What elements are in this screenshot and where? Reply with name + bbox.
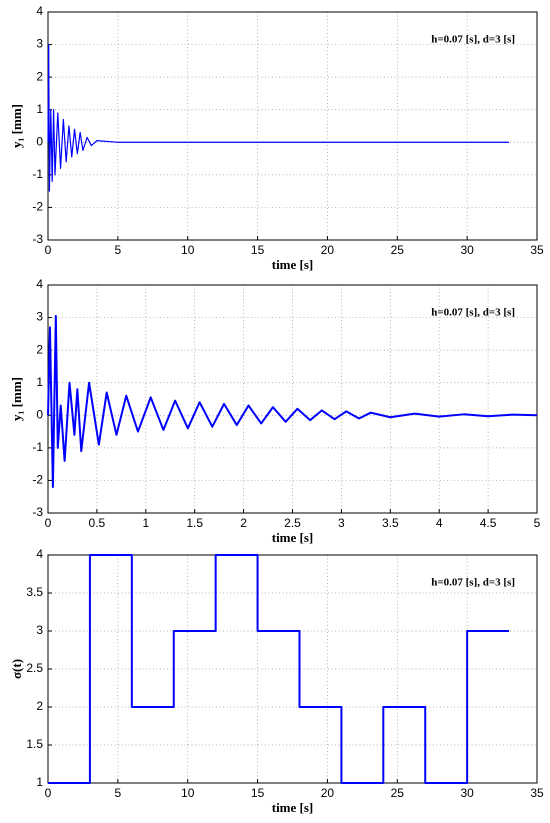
data-line: [47, 43, 510, 192]
data-line: [47, 314, 538, 488]
x-tick-label: 3: [338, 516, 345, 530]
x-tick-label: 20: [321, 243, 335, 257]
y-tick-label: 0: [36, 134, 43, 148]
y-tick-label: 3: [36, 623, 43, 637]
y-tick-label: 1: [36, 775, 43, 789]
x-tick-label: 0.5: [89, 516, 106, 530]
x-tick-label: 3.5: [382, 516, 399, 530]
x-tick-label: 2.5: [284, 516, 301, 530]
y-tick-label: -2: [32, 473, 43, 487]
annotation: h=0.07 [s], d=3 [s]: [431, 34, 515, 46]
y-tick-label: 4: [36, 547, 43, 561]
x-tick-label: 2: [240, 516, 247, 530]
y-tick-label: -2: [32, 200, 43, 214]
x-tick-label: 10: [181, 243, 195, 257]
x-tick-label: 30: [460, 243, 474, 257]
x-tick-label: 15: [251, 786, 265, 800]
x-tick-label: 5: [115, 243, 122, 257]
y-tick-label: -1: [32, 167, 43, 181]
x-tick-label: 0: [45, 786, 52, 800]
x-tick-label: 5: [534, 516, 541, 530]
y-tick-label: 2: [36, 699, 43, 713]
x-axis-label: time [s]: [272, 257, 314, 272]
x-tick-label: 25: [391, 786, 405, 800]
x-tick-label: 5: [115, 786, 122, 800]
y-tick-label: 3: [36, 37, 43, 51]
y-axis-label: y₁ [mm]: [9, 104, 24, 148]
x-tick-label: 0: [45, 516, 52, 530]
y-tick-label: 2: [36, 69, 43, 83]
x-tick-label: 1.5: [186, 516, 203, 530]
y-axis-label: σ(t): [9, 659, 24, 679]
x-tick-label: 25: [391, 243, 405, 257]
plot-frame: [47, 11, 538, 241]
x-tick-label: 15: [251, 243, 265, 257]
y-tick-label: -3: [32, 505, 43, 519]
x-tick-label: 20: [321, 786, 335, 800]
x-tick-label: 10: [181, 786, 195, 800]
y-tick-label: 3: [36, 310, 43, 324]
y-tick-label: 3.5: [26, 585, 43, 599]
annotation: h=0.07 [s], d=3 [s]: [431, 577, 515, 589]
plot: 0 5 10 15 20 25 30 35 -3 -2 -1 0 1 2 3 4 time [s] y₁ [mm]…: [9, 4, 544, 272]
data-line: [48, 554, 510, 784]
y-tick-label: 4: [36, 4, 43, 18]
y-tick-label: 2.5: [26, 661, 43, 675]
x-tick-label: 0: [45, 243, 52, 257]
plot: 0 5 10 15 20 25 30 35 1 1.5 2 2.5 3 3.5 4 time [s] σ(t) h…: [9, 547, 544, 815]
x-tick-label: 1: [142, 516, 149, 530]
y-tick-label: -1: [32, 440, 43, 454]
plot: 0 0.5 1 1.5 2 2.5 3 3.5 4 4.5 5 -3 -2 -1 0 1 2 3 4 time [s]…: [9, 277, 541, 545]
y-tick-label: 1.5: [26, 737, 43, 751]
plot-frame: [47, 554, 538, 784]
y-tick-label: 1: [36, 102, 43, 116]
x-axis-label: time [s]: [272, 800, 314, 815]
y-tick-label: 0: [36, 407, 43, 421]
x-tick-label: 30: [460, 786, 474, 800]
y-tick-label: -3: [32, 232, 43, 246]
x-tick-label: 4.5: [480, 516, 497, 530]
y-axis-label: y₁ [mm]: [9, 377, 24, 421]
y-tick-label: 2: [36, 342, 43, 356]
x-axis-label: time [s]: [272, 530, 314, 545]
x-tick-label: 4: [436, 516, 443, 530]
x-tick-label: 35: [530, 786, 544, 800]
x-tick-label: 35: [530, 243, 544, 257]
plot-frame: [47, 284, 538, 514]
y-tick-label: 1: [36, 375, 43, 389]
annotation: h=0.07 [s], d=3 [s]: [431, 307, 515, 319]
y-tick-label: 4: [36, 277, 43, 291]
